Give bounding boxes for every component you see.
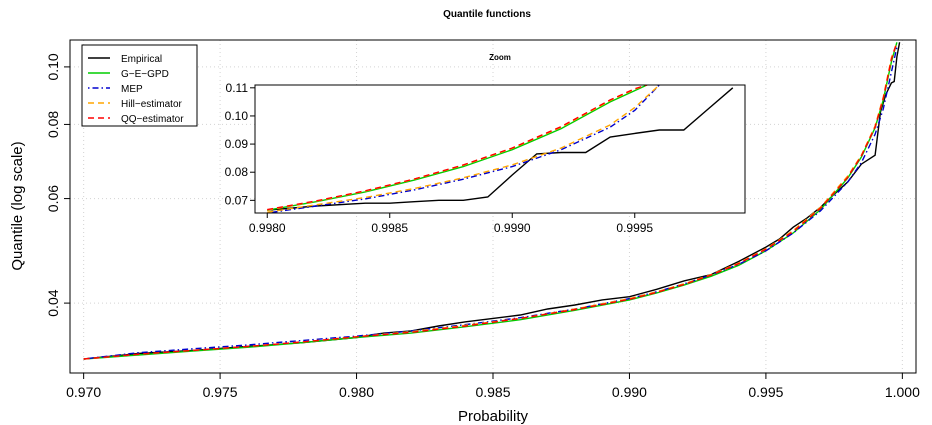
x-tick-label: 0.975 [203, 384, 238, 400]
inset-title: Zoom [489, 53, 511, 62]
inset-series-line-empirical [267, 87, 734, 211]
chart-title: Quantile functions [443, 9, 531, 20]
inset-x-axis: 0.9980 0.9985 0.9990 0.9995 [249, 212, 653, 235]
legend-label-hill-estimator: Hill−estimator [121, 99, 183, 110]
series-line-mep [83, 46, 898, 360]
inset-y-tick-label: 0.08 [225, 165, 249, 179]
y-axis: 0.04 0.06 0.08 0.10 [45, 53, 70, 317]
inset-y-axis: 0.07 0.08 0.09 0.10 0.11 [225, 81, 255, 207]
x-tick-label: 0.980 [339, 384, 374, 400]
main-grid [70, 40, 916, 373]
legend-label-g-e-gpd: G−E−GPD [121, 69, 169, 80]
y-tick-label: 0.04 [45, 289, 61, 316]
legend: Empirical G−E−GPD MEP Hill−estimator QQ−esti… [81, 44, 198, 127]
inset-series-line-mep-companion [267, 85, 660, 213]
inset-background [255, 85, 745, 213]
x-tick-label: 0.995 [748, 384, 783, 400]
main-series-lines [83, 42, 901, 360]
x-tick-label: 1.000 [885, 384, 920, 400]
y-tick-label: 0.06 [45, 185, 61, 212]
x-tick-label: 0.970 [66, 384, 101, 400]
legend-label-qq-estimator: QQ−estimator [121, 114, 184, 125]
legend-label-empirical: Empirical [121, 54, 162, 65]
x-axis-label: Probability [458, 408, 529, 425]
inset-series-lines [267, 85, 734, 213]
y-axis-label: Quantile (log scale) [9, 141, 26, 270]
inset-y-tick-label: 0.07 [225, 193, 249, 207]
inset-y-tick-label: 0.09 [225, 137, 249, 151]
legend-label-mep: MEP [121, 84, 143, 95]
inset-x-tick-label: 0.9980 [249, 221, 286, 235]
inset-y-tick-label: 0.11 [226, 81, 249, 95]
inset-x-tick-label: 0.9995 [616, 221, 653, 235]
zoom-inset: Zoom 0.9980 0.9985 0.9990 0.9995 0.070.080.… [225, 53, 746, 235]
x-axis: 0.970 0.975 0.980 0.985 0.990 0.995 1.000 [66, 372, 920, 400]
y-tick-label: 0.10 [45, 53, 61, 80]
series-line-qq-estimator [83, 42, 898, 360]
inset-x-tick-label: 0.9985 [371, 221, 408, 235]
inset-x-tick-label: 0.9990 [494, 221, 531, 235]
inset-y-tick-label: 0.10 [225, 109, 249, 123]
x-tick-label: 0.990 [612, 384, 647, 400]
inset-series-line-qq-estimator [267, 85, 648, 211]
inset-series-line-mep [267, 85, 660, 213]
x-tick-label: 0.985 [475, 384, 510, 400]
legend-box [81, 44, 198, 127]
y-tick-label: 0.08 [45, 111, 61, 138]
